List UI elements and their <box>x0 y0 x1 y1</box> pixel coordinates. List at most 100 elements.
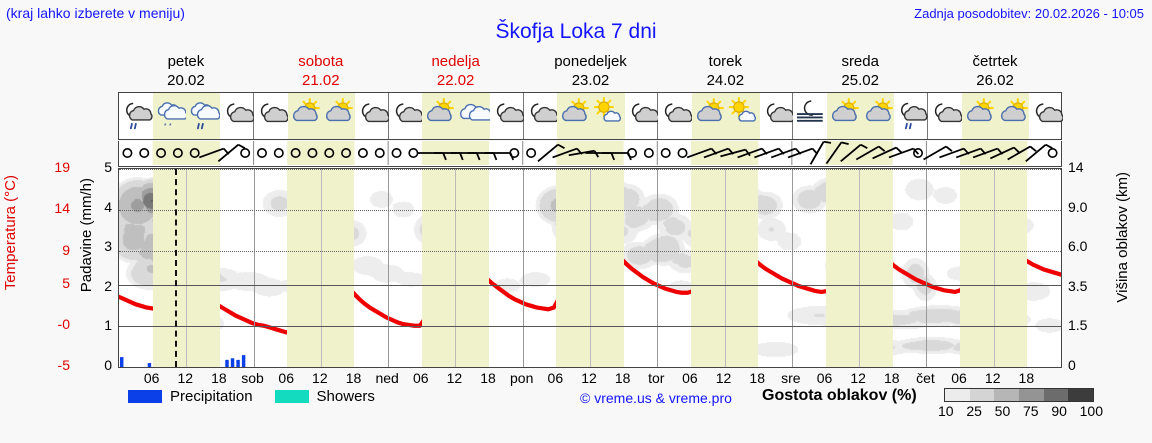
density-tick: 10 <box>938 403 954 419</box>
x-tick-label: 18 <box>883 370 900 386</box>
temperature-gridline <box>119 326 1061 327</box>
wind-calm-marker <box>290 148 301 158</box>
wind-calm-marker <box>509 148 520 158</box>
density-tick: 90 <box>1051 403 1067 419</box>
precipitation-tick: 2 <box>104 277 112 294</box>
night-cloudy-icon <box>530 103 558 123</box>
cloud-density-scale-ticks: 10 25 50 75 90 100 <box>938 403 1103 419</box>
day-icons-sreda <box>793 93 929 139</box>
x-tick-label: 06 <box>816 370 833 386</box>
day-header-ponedeljek: ponedeljek 23.02 <box>523 52 658 90</box>
precipitation-bar <box>241 355 246 367</box>
icon-slot <box>590 93 625 139</box>
night-cloudy-icon <box>496 103 524 123</box>
night-cloudy-icon <box>1036 103 1063 123</box>
icon-slot <box>321 93 355 139</box>
sun-cloud-icon <box>427 98 455 122</box>
x-tick-label: čet <box>916 370 935 386</box>
midday-gridline <box>455 169 457 367</box>
wind-calm-marker <box>660 148 671 158</box>
wind-barb <box>840 143 862 163</box>
icon-slot <box>422 93 457 139</box>
precipitation-swatch <box>128 390 162 403</box>
day-icons-sobota <box>254 93 389 139</box>
svg-text:*: * <box>164 123 167 130</box>
showers-legend-label: Showers <box>316 388 375 405</box>
wind-barb <box>770 147 796 159</box>
precipitation-bar <box>147 363 152 367</box>
icon-slot <box>860 93 895 139</box>
sun-cloud-small-icon <box>593 97 622 122</box>
temperature-gridline <box>119 285 1061 286</box>
wind-calm-marker <box>189 148 200 158</box>
precipitation-bar <box>236 359 240 367</box>
temperature-tick: 19 <box>54 159 70 175</box>
day-name: sobota <box>298 53 344 70</box>
wind-barbs <box>122 141 1058 165</box>
icon-slot <box>186 93 221 139</box>
day-icons-torek <box>658 93 794 139</box>
cloud-height-tick: 14 <box>1068 159 1084 175</box>
cloud-height-tick: 3.5 <box>1068 277 1088 294</box>
cloud-height-tick: 9.0 <box>1068 198 1088 215</box>
wind-barb <box>703 147 729 159</box>
day-name: sreda <box>841 53 879 70</box>
meteogram-plot: 24-17011214413413412 <box>118 168 1062 368</box>
density-step <box>969 389 995 401</box>
sun-cloud-icon <box>1000 98 1028 122</box>
icon-slot <box>456 93 490 139</box>
wind-calm-marker <box>122 148 133 158</box>
day-icons-petek: * * <box>119 93 254 139</box>
temperature-gridline <box>119 251 1061 253</box>
wind-barb-strip <box>118 141 1062 167</box>
x-tick-label: 06 <box>682 370 698 386</box>
density-step <box>1068 389 1094 401</box>
sun-cloud-icon <box>865 98 893 122</box>
wind-calm-marker <box>643 148 654 158</box>
icon-slot <box>995 93 1030 139</box>
wind-barb <box>686 147 712 159</box>
wind-calm-marker <box>240 148 251 158</box>
wind-barb <box>552 147 578 159</box>
sun-cloud-icon <box>966 98 994 122</box>
temperature-tick: -5 <box>57 357 70 373</box>
day-gridline <box>253 169 255 367</box>
day-header-sreda: sreda 25.02 <box>793 52 928 90</box>
icon-slot <box>287 93 322 139</box>
wind-barb <box>872 146 897 160</box>
sun-cloud-icon <box>697 98 724 122</box>
icon-slot <box>524 93 558 139</box>
wind-calm-marker <box>627 148 638 158</box>
wind-calm-marker <box>156 148 167 158</box>
midday-gridline <box>186 169 188 367</box>
cloud-height-tick: 1.5 <box>1068 317 1088 334</box>
wind-barb <box>1025 143 1047 163</box>
temperature-tick: -0 <box>57 315 70 332</box>
x-tick-label: 12 <box>581 370 597 386</box>
last-updated: Zadnja posodobitev: 20.02.2026 - 10:05 <box>914 6 1144 21</box>
page-title: Škofja Loka 7 dni <box>495 20 657 43</box>
day-gridline <box>657 169 659 367</box>
day-date: 22.02 <box>436 72 475 89</box>
day-date: 24.02 <box>706 72 745 89</box>
day-header-torek: torek 24.02 <box>658 52 793 90</box>
density-step <box>1043 389 1069 401</box>
wind-calm-marker <box>374 148 385 158</box>
x-tick-label: 12 <box>850 370 866 386</box>
icon-slot <box>490 93 524 139</box>
night-cloudy-icon <box>361 103 389 123</box>
density-tick: 100 <box>1079 403 1103 419</box>
wind-barb <box>198 147 225 159</box>
showers-swatch <box>274 390 309 403</box>
copyright-notice[interactable]: © vreme.us & vreme.pro <box>580 390 732 406</box>
wind-barb <box>720 148 746 158</box>
day-date: 26.02 <box>976 72 1014 89</box>
x-tick-label: pon <box>510 370 534 386</box>
x-tick-label: 12 <box>715 370 732 386</box>
wind-barb <box>1007 145 1031 161</box>
cloudy-drizzle-icon <box>191 102 221 130</box>
wind-barb <box>939 147 965 159</box>
temperature-gridline <box>119 367 1061 368</box>
icon-slot <box>793 93 827 139</box>
night-cloudy-icon <box>935 103 962 123</box>
